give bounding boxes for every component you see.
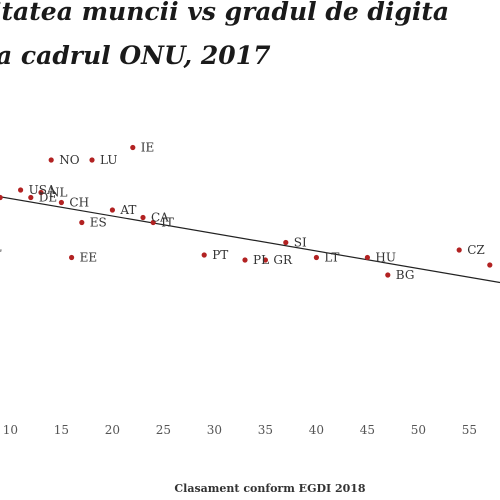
point-label: CH xyxy=(69,196,89,210)
x-tick-label: 15 xyxy=(54,423,69,437)
data-point xyxy=(89,157,95,163)
data-point xyxy=(283,239,289,246)
point-label: BG xyxy=(396,268,415,282)
x-tick-label: 40 xyxy=(309,423,324,437)
x-axis: 10 15 20 25 30 35 40 45 50 55 xyxy=(3,423,477,437)
point-label: PL xyxy=(253,253,269,267)
point-label: NL xyxy=(49,186,68,200)
point-label: AT xyxy=(119,203,136,217)
chart-title-line-2: a cadrul ONU, 2017 xyxy=(0,41,271,70)
data-point xyxy=(364,254,370,261)
chart-title-line-1: itatea muncii vs gradul de digita xyxy=(0,0,450,26)
point-label: EE xyxy=(80,251,98,265)
data-point xyxy=(487,262,493,268)
x-tick-label: 50 xyxy=(411,423,426,437)
x-tick-label: 30 xyxy=(207,423,222,437)
data-point xyxy=(242,257,248,263)
data-point xyxy=(109,207,115,213)
data-point xyxy=(130,144,136,151)
x-tick-label: 20 xyxy=(105,423,120,437)
x-tick-label: 35 xyxy=(258,423,273,437)
point-label: PT xyxy=(212,248,228,262)
point-label: LT xyxy=(324,251,339,265)
point-label: SI xyxy=(294,236,307,250)
data-point xyxy=(28,194,34,201)
point-label-partial: NL xyxy=(0,241,2,255)
data-point xyxy=(18,187,24,193)
data-point xyxy=(262,257,268,263)
point-label: IT xyxy=(161,216,174,230)
point-label: LU xyxy=(100,153,117,167)
data-point xyxy=(69,254,75,261)
data-point xyxy=(456,247,462,253)
data-points xyxy=(0,144,493,278)
data-point xyxy=(140,214,146,221)
x-tick-label: 10 xyxy=(3,423,18,437)
x-tick-label: 25 xyxy=(156,423,171,437)
point-label: ES xyxy=(90,216,107,230)
point-label: CA xyxy=(151,211,169,225)
data-point xyxy=(201,252,207,258)
trend-line-group xyxy=(0,196,500,284)
point-label: NO xyxy=(59,153,79,167)
x-tick-label: 55 xyxy=(462,423,477,437)
point-label: IE xyxy=(141,141,155,155)
point-label: USA xyxy=(29,183,56,197)
point-label: HU xyxy=(375,251,396,265)
point-label: CZ xyxy=(467,243,485,257)
data-point xyxy=(79,219,85,226)
data-point xyxy=(38,189,44,196)
data-point xyxy=(150,219,156,226)
data-point xyxy=(58,199,64,206)
data-point xyxy=(48,157,54,163)
trend-line xyxy=(0,196,500,284)
data-point xyxy=(385,272,391,278)
data-point xyxy=(313,254,319,261)
point-label: DE xyxy=(39,191,57,205)
point-label: GR xyxy=(273,253,293,267)
x-tick-label: 45 xyxy=(360,423,375,437)
data-point xyxy=(0,194,3,201)
x-axis-label: Clasament conform EGDI 2018 xyxy=(174,482,366,495)
